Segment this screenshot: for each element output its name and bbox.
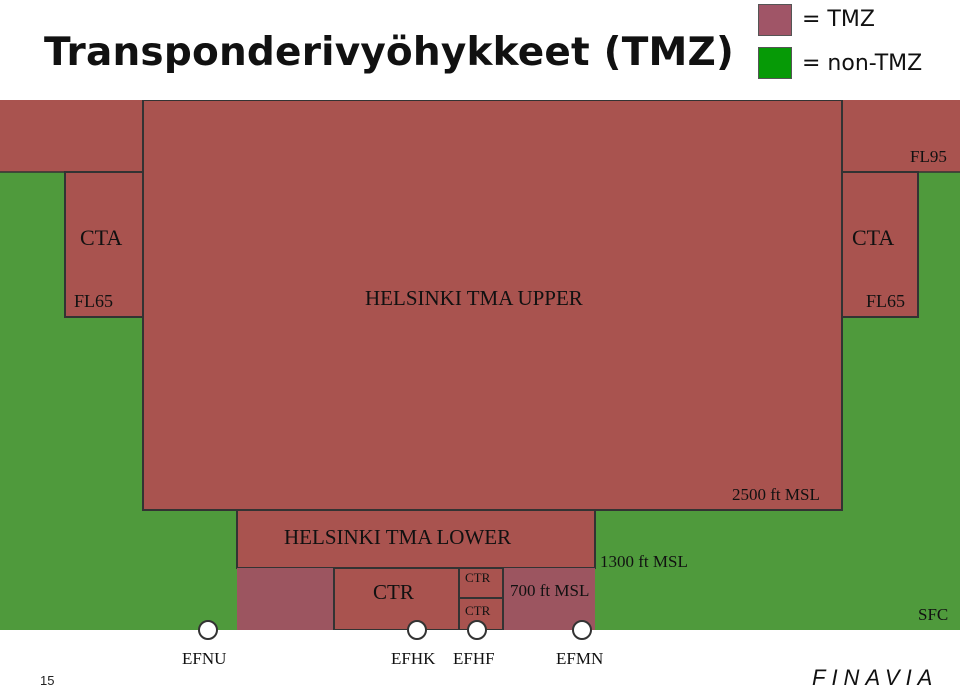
efnu-label: EFNU: [182, 649, 226, 668]
tmz-top-left-strip: [0, 100, 143, 172]
cta-right-label: CTA: [852, 225, 894, 250]
tmz-top-right-strip: [842, 100, 960, 172]
efhk-label: EFHK: [391, 649, 436, 668]
airspace-diagram: CTA FL65 CTA FL65 FL95 HELSINKI TMA UPPE…: [0, 100, 960, 675]
ctr-main-label: CTR: [373, 580, 414, 604]
cta-left-box: [64, 171, 144, 318]
tma-upper-box: [142, 100, 843, 511]
legend-tmz-swatch: [758, 4, 792, 36]
tmz-lower-right: [503, 568, 595, 630]
ctr-small-top-label: CTR: [465, 570, 491, 585]
legend-tmz-label: = TMZ: [802, 7, 875, 32]
tma-upper-label: HELSINKI TMA UPPER: [365, 286, 583, 310]
cta-right-fl65-label: FL65: [866, 291, 905, 311]
tmz-lower-left: [237, 568, 334, 630]
tma-lower-limit-label: 1300 ft MSL: [600, 552, 688, 571]
sfc-label: SFC: [918, 605, 948, 624]
efnu-marker: [198, 620, 218, 640]
ctr-main-box: [333, 567, 460, 631]
cta-left-label: CTA: [80, 225, 122, 250]
efhf-label: EFHF: [453, 649, 495, 668]
efmn-label: EFMN: [556, 649, 603, 668]
legend-non-tmz-swatch: [758, 47, 792, 79]
fl95-label: FL95: [910, 147, 947, 166]
cta-left-fl65-label: FL65: [74, 291, 113, 311]
tma-lower-label: HELSINKI TMA LOWER: [284, 525, 511, 549]
efhk-marker: [407, 620, 427, 640]
tmz-700-label: 700 ft MSL: [510, 581, 589, 600]
slide-title: Transponderivyöhykkeet (TMZ): [44, 30, 735, 75]
ctr-small-bottom-label: CTR: [465, 603, 491, 618]
efmn-marker: [572, 620, 592, 640]
legend-non-tmz-label: = non-TMZ: [802, 51, 923, 76]
finavia-logo: FINAVIA: [812, 665, 939, 690]
tma-upper-limit-label: 2500 ft MSL: [732, 485, 820, 504]
efhf-marker: [467, 620, 487, 640]
page-number: 15: [40, 673, 55, 688]
